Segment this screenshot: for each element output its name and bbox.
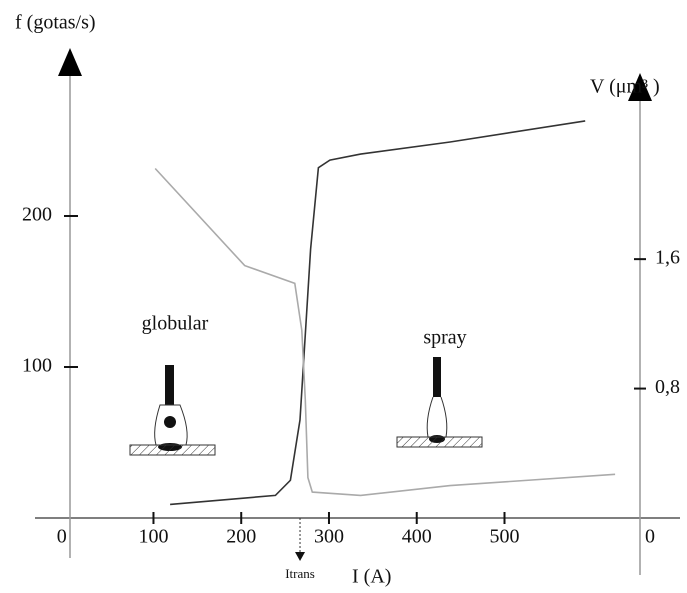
spray-icon xyxy=(396,357,483,448)
x-tick-label: 200 xyxy=(226,526,256,548)
y2-tick-label: 0 xyxy=(645,526,655,548)
x-tick-label: 100 xyxy=(138,526,168,548)
y-axis-title: f (gotas/s) xyxy=(15,12,96,34)
x-axis-title: I (A) xyxy=(352,566,391,588)
itrans-arrow xyxy=(295,552,306,561)
y-tick-label: 100 xyxy=(22,355,52,377)
y2-axis-title: V (μm³ ) xyxy=(590,76,660,98)
y-axis-arrow xyxy=(58,48,82,76)
y2-tick-label: 1,6 xyxy=(655,247,680,269)
x-tick-label: 400 xyxy=(402,526,432,548)
series-line xyxy=(170,120,586,506)
globular-icon xyxy=(129,365,216,456)
annotation: Itrans xyxy=(285,566,315,581)
y2-axis-arrow xyxy=(628,73,652,101)
y2-tick-label: 0,8 xyxy=(655,376,680,398)
series-line xyxy=(154,167,616,497)
x-tick-label: 0 xyxy=(57,526,67,548)
annotation: spray xyxy=(423,327,466,349)
x-tick-label: 300 xyxy=(314,526,344,548)
y-tick-label: 200 xyxy=(22,204,52,226)
x-tick-label: 500 xyxy=(489,526,519,548)
annotation: globular xyxy=(142,313,209,335)
